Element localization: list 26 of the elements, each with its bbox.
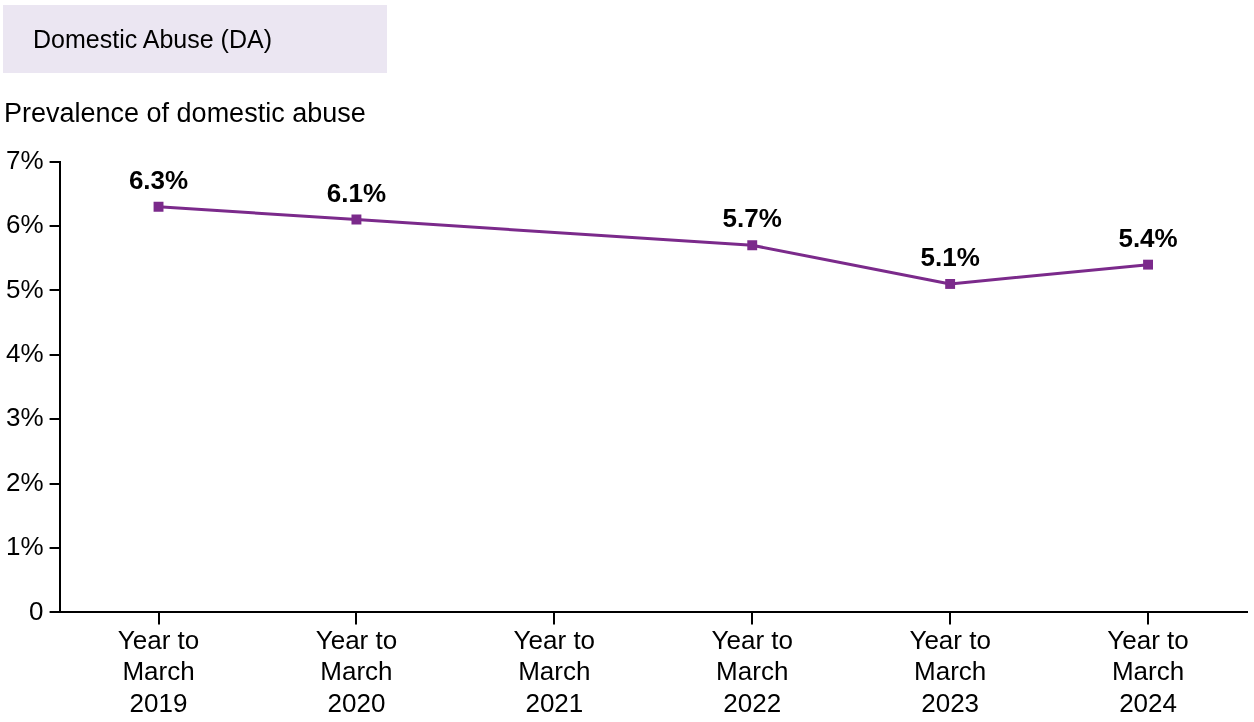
y-tick-label: 2%	[6, 466, 44, 497]
data-label: 5.4%	[1118, 222, 1178, 253]
point	[153, 201, 164, 212]
y-tick-label: 0	[29, 595, 44, 626]
data-label: 6.3%	[128, 164, 189, 195]
point	[945, 279, 956, 289]
x-tick-label: Year to March 2024	[1107, 625, 1189, 718]
y-tick-label: 1%	[6, 531, 44, 562]
data-label: 6.1%	[326, 177, 387, 208]
x-tick-label: Year to March 2020	[315, 625, 398, 718]
x-tick-label: Year to March 2023	[909, 625, 991, 718]
x-tick-label: Year to March 2019	[117, 625, 200, 718]
point	[351, 214, 362, 225]
x-tick-label: Year to March 2022	[711, 625, 793, 718]
point	[747, 240, 758, 251]
chart-title: Domestic Abuse (DA)	[3, 5, 387, 73]
y-tick-label: 6%	[6, 209, 44, 240]
x-tick-label: Year to March 2021	[513, 625, 596, 718]
y-tick-label: 3%	[6, 402, 44, 433]
point	[1143, 259, 1153, 270]
y-tick-label: 4%	[6, 337, 44, 368]
y-tick-label: 7%	[6, 144, 44, 175]
data-label: 5.1%	[920, 242, 980, 273]
y-tick-label: 5%	[6, 273, 44, 304]
data-label: 5.7%	[722, 203, 782, 234]
y-axis-title: Prevalence of domestic abuse	[4, 98, 366, 129]
